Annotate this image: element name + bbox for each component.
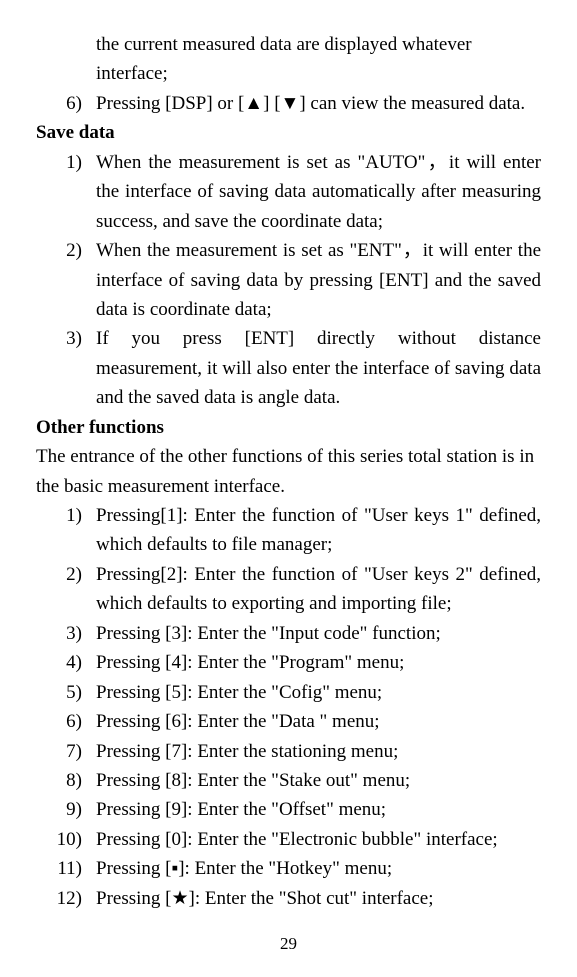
list-text: Pressing [5]: Enter the "Cofig" menu; [96, 678, 541, 707]
other-list-item: 6) Pressing [6]: Enter the "Data " menu; [36, 707, 541, 736]
continuation-line: the current measured data are displayed … [36, 30, 541, 89]
list-number: 1) [36, 148, 96, 236]
list-text: Pressing[2]: Enter the function of "User… [96, 560, 541, 619]
list-number: 12) [36, 884, 96, 913]
other-list-item: 1) Pressing[1]: Enter the function of "U… [36, 501, 541, 560]
other-list-item: 12) Pressing [★]: Enter the "Shot cut" i… [36, 884, 541, 913]
list-number: 6) [36, 707, 96, 736]
list-text: If you press [ENT] directly without dist… [96, 324, 541, 412]
list-text: Pressing [DSP] or [▲] [▼] can view the m… [96, 89, 541, 118]
heading-other-functions: Other functions [36, 413, 541, 442]
list-number: 8) [36, 766, 96, 795]
list-text: Pressing[1]: Enter the function of "User… [96, 501, 541, 560]
save-list-item: 3) If you press [ENT] directly without d… [36, 324, 541, 412]
list-number: 10) [36, 825, 96, 854]
list-number: 6) [36, 89, 96, 118]
list-number: 5) [36, 678, 96, 707]
other-list-item: 3) Pressing [3]: Enter the "Input code" … [36, 619, 541, 648]
other-list-item: 4) Pressing [4]: Enter the "Program" men… [36, 648, 541, 677]
list-number: 3) [36, 619, 96, 648]
other-functions-intro: The entrance of the other functions of t… [36, 442, 541, 501]
list-number: 7) [36, 737, 96, 766]
list-number: 1) [36, 501, 96, 560]
page-number: 29 [0, 931, 577, 957]
other-list-item: 8) Pressing [8]: Enter the "Stake out" m… [36, 766, 541, 795]
list-text: Pressing [8]: Enter the "Stake out" menu… [96, 766, 541, 795]
list-text: When the measurement is set as "ENT"，it … [96, 236, 541, 324]
other-list-item: 11) Pressing [▪]: Enter the "Hotkey" men… [36, 854, 541, 883]
list-number: 9) [36, 795, 96, 824]
list-number: 2) [36, 236, 96, 324]
list-text: Pressing [3]: Enter the "Input code" fun… [96, 619, 541, 648]
heading-save-data: Save data [36, 118, 541, 147]
list-number: 4) [36, 648, 96, 677]
other-list-item: 2) Pressing[2]: Enter the function of "U… [36, 560, 541, 619]
other-list-item: 9) Pressing [9]: Enter the "Offset" menu… [36, 795, 541, 824]
save-list-item: 1) When the measurement is set as "AUTO"… [36, 148, 541, 236]
list-number: 3) [36, 324, 96, 412]
list-text: Pressing [▪]: Enter the "Hotkey" menu; [96, 854, 541, 883]
top-list-item: 6) Pressing [DSP] or [▲] [▼] can view th… [36, 89, 541, 118]
other-list-item: 10) Pressing [0]: Enter the "Electronic … [36, 825, 541, 854]
list-text: When the measurement is set as "AUTO"，it… [96, 148, 541, 236]
other-list-item: 5) Pressing [5]: Enter the "Cofig" menu; [36, 678, 541, 707]
other-list-item: 7) Pressing [7]: Enter the stationing me… [36, 737, 541, 766]
list-text: Pressing [9]: Enter the "Offset" menu; [96, 795, 541, 824]
list-text: Pressing [4]: Enter the "Program" menu; [96, 648, 541, 677]
list-text: Pressing [6]: Enter the "Data " menu; [96, 707, 541, 736]
list-number: 2) [36, 560, 96, 619]
save-list-item: 2) When the measurement is set as "ENT"，… [36, 236, 541, 324]
continuation-text: the current measured data are displayed … [96, 34, 472, 84]
list-number: 11) [36, 854, 96, 883]
list-text: Pressing [★]: Enter the "Shot cut" inter… [96, 884, 541, 913]
list-text: Pressing [7]: Enter the stationing menu; [96, 737, 541, 766]
list-text: Pressing [0]: Enter the "Electronic bubb… [96, 825, 541, 854]
